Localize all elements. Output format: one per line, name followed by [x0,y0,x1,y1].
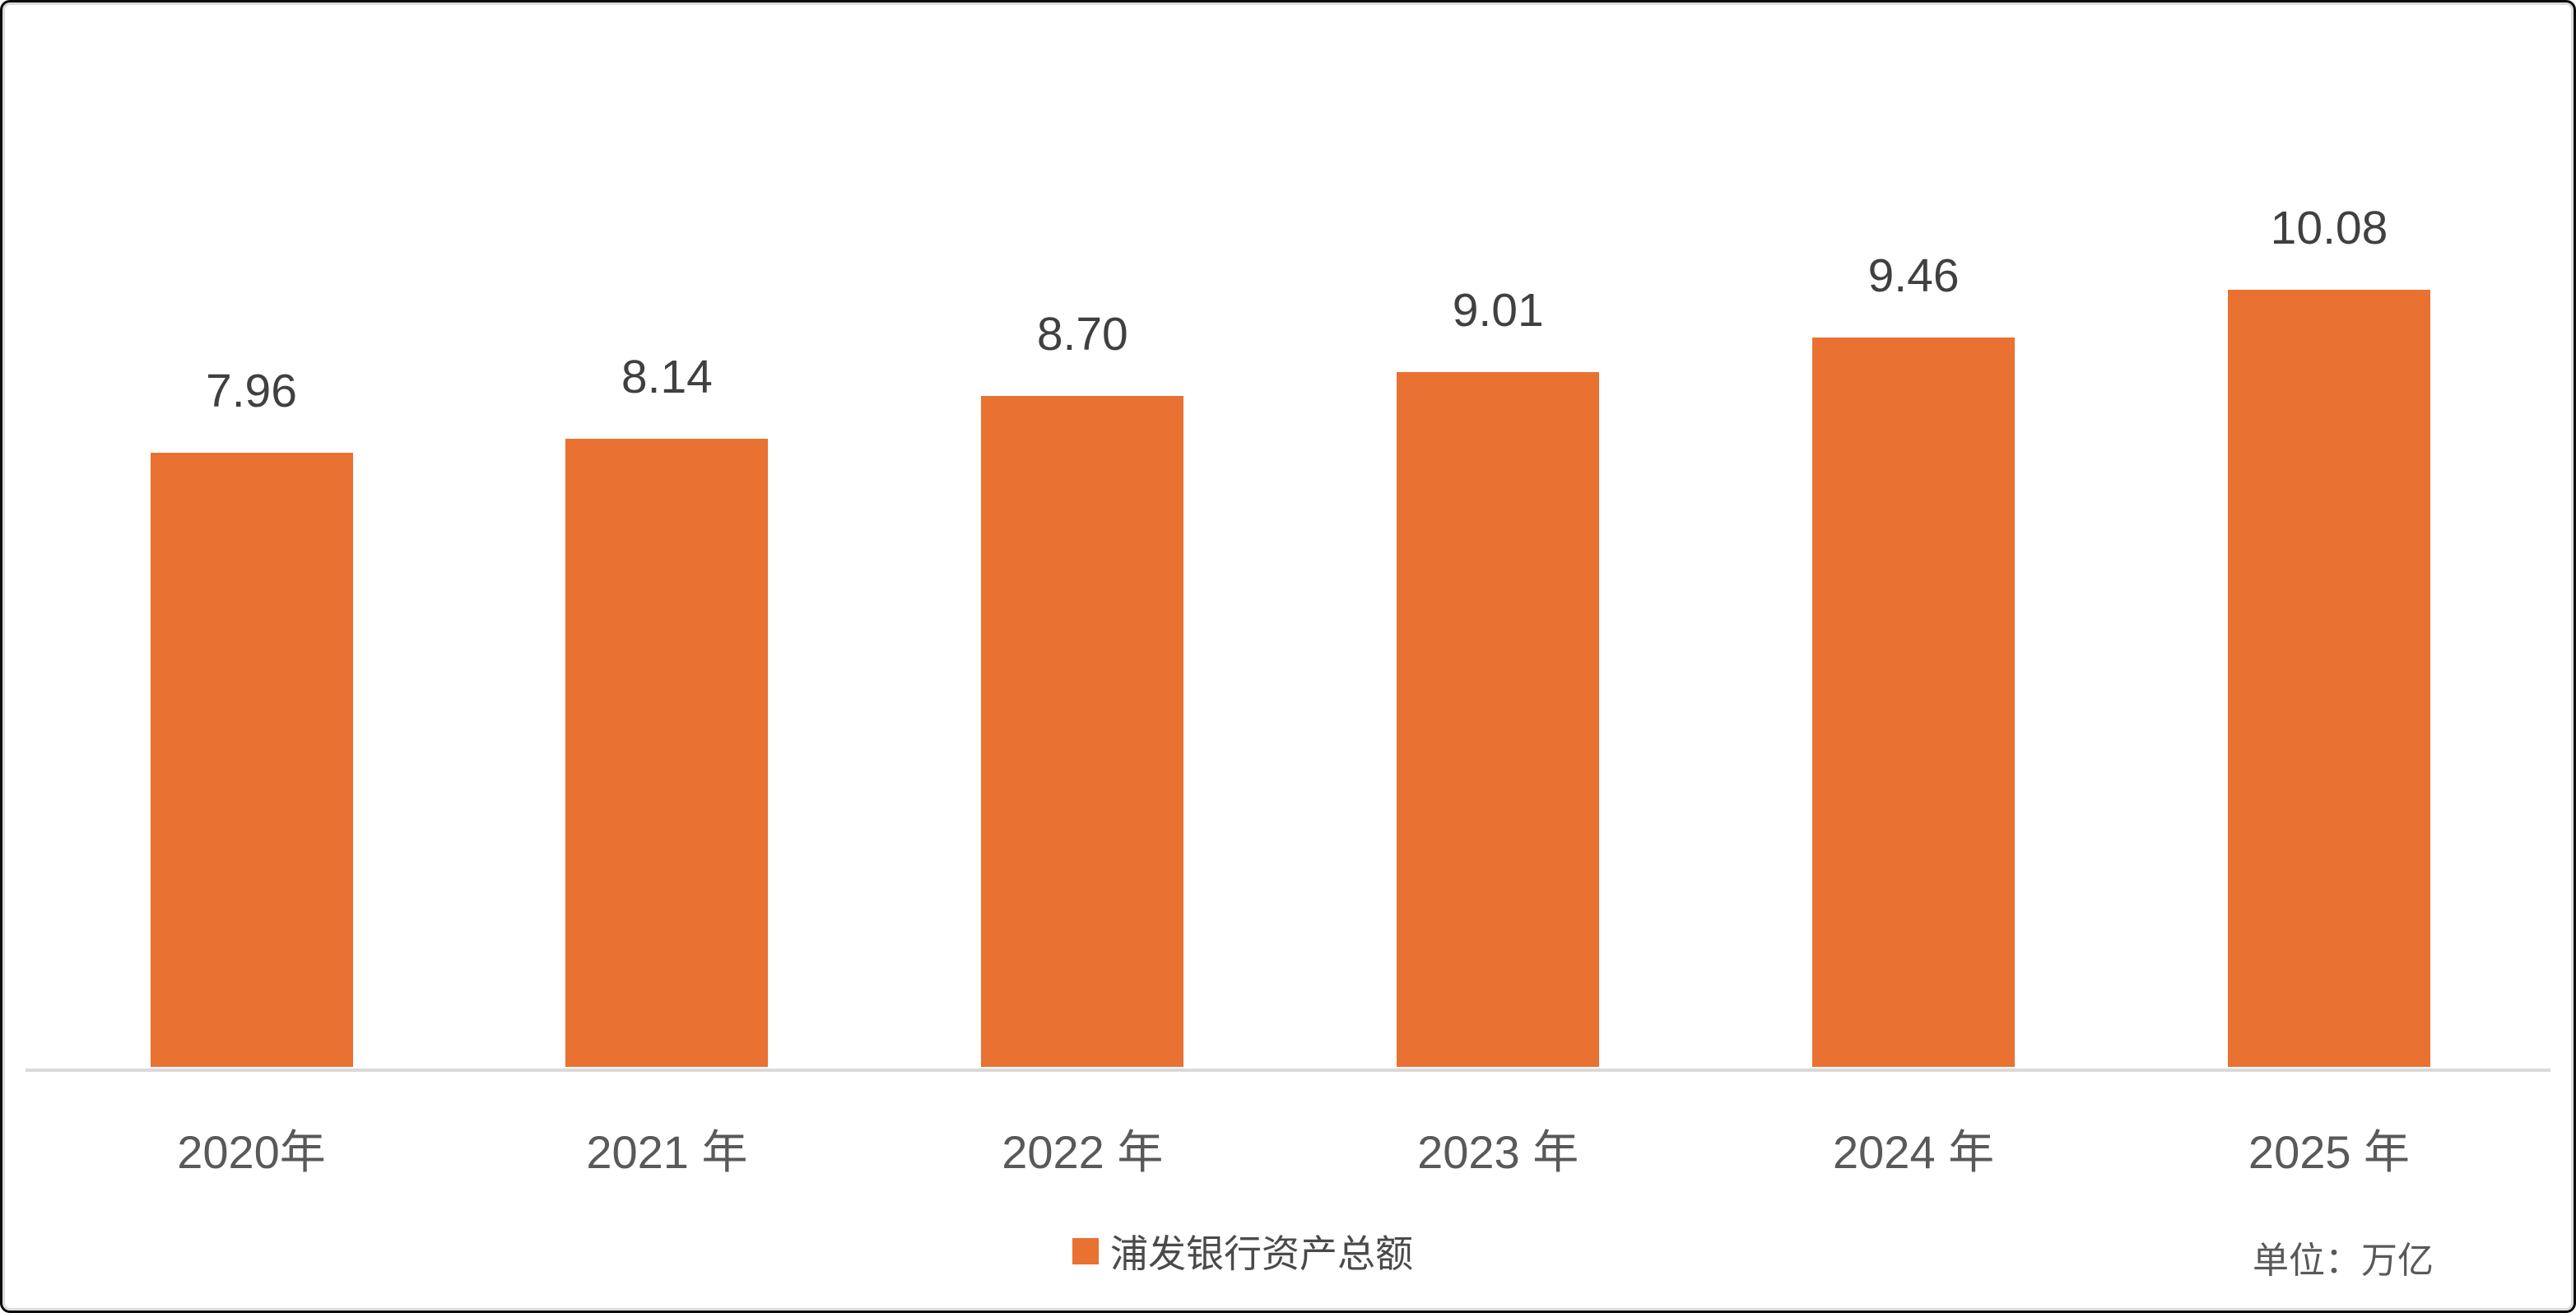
bar-2020年 [150,453,353,1067]
x-axis-line [26,1069,2550,1072]
x-axis-label: 2024 年 [1833,1126,1995,1178]
bar-2025 年 [2228,290,2430,1067]
bar-2024 年 [1812,338,2016,1067]
bar-value-label: 9.01 [1452,284,1544,337]
legend: 浦发银行资产总额 [1072,1224,1413,1278]
legend-series-label: 浦发银行资产总额 [1110,1232,1413,1275]
x-axis-label: 2021 年 [586,1126,748,1178]
bar-value-label: 8.70 [1036,308,1128,361]
x-axis-label: 2022 年 [1002,1126,1164,1178]
legend-marker-icon [1072,1238,1099,1264]
bar-value-label: 7.96 [206,365,297,417]
bar-value-label: 10.08 [2270,202,2388,254]
bar-2021 年 [565,439,769,1067]
bar-value-label: 9.46 [1867,249,1960,302]
bar-2023 年 [1397,372,1600,1067]
bar-2022 年 [981,396,1184,1067]
unit-note: 单位：万亿 [2253,1241,2434,1281]
bar-value-label: 8.14 [621,351,713,403]
x-axis-label: 2025 年 [2248,1126,2411,1178]
x-axis-label: 2020年 [177,1126,326,1178]
x-axis-label: 2023 年 [1417,1126,1579,1178]
